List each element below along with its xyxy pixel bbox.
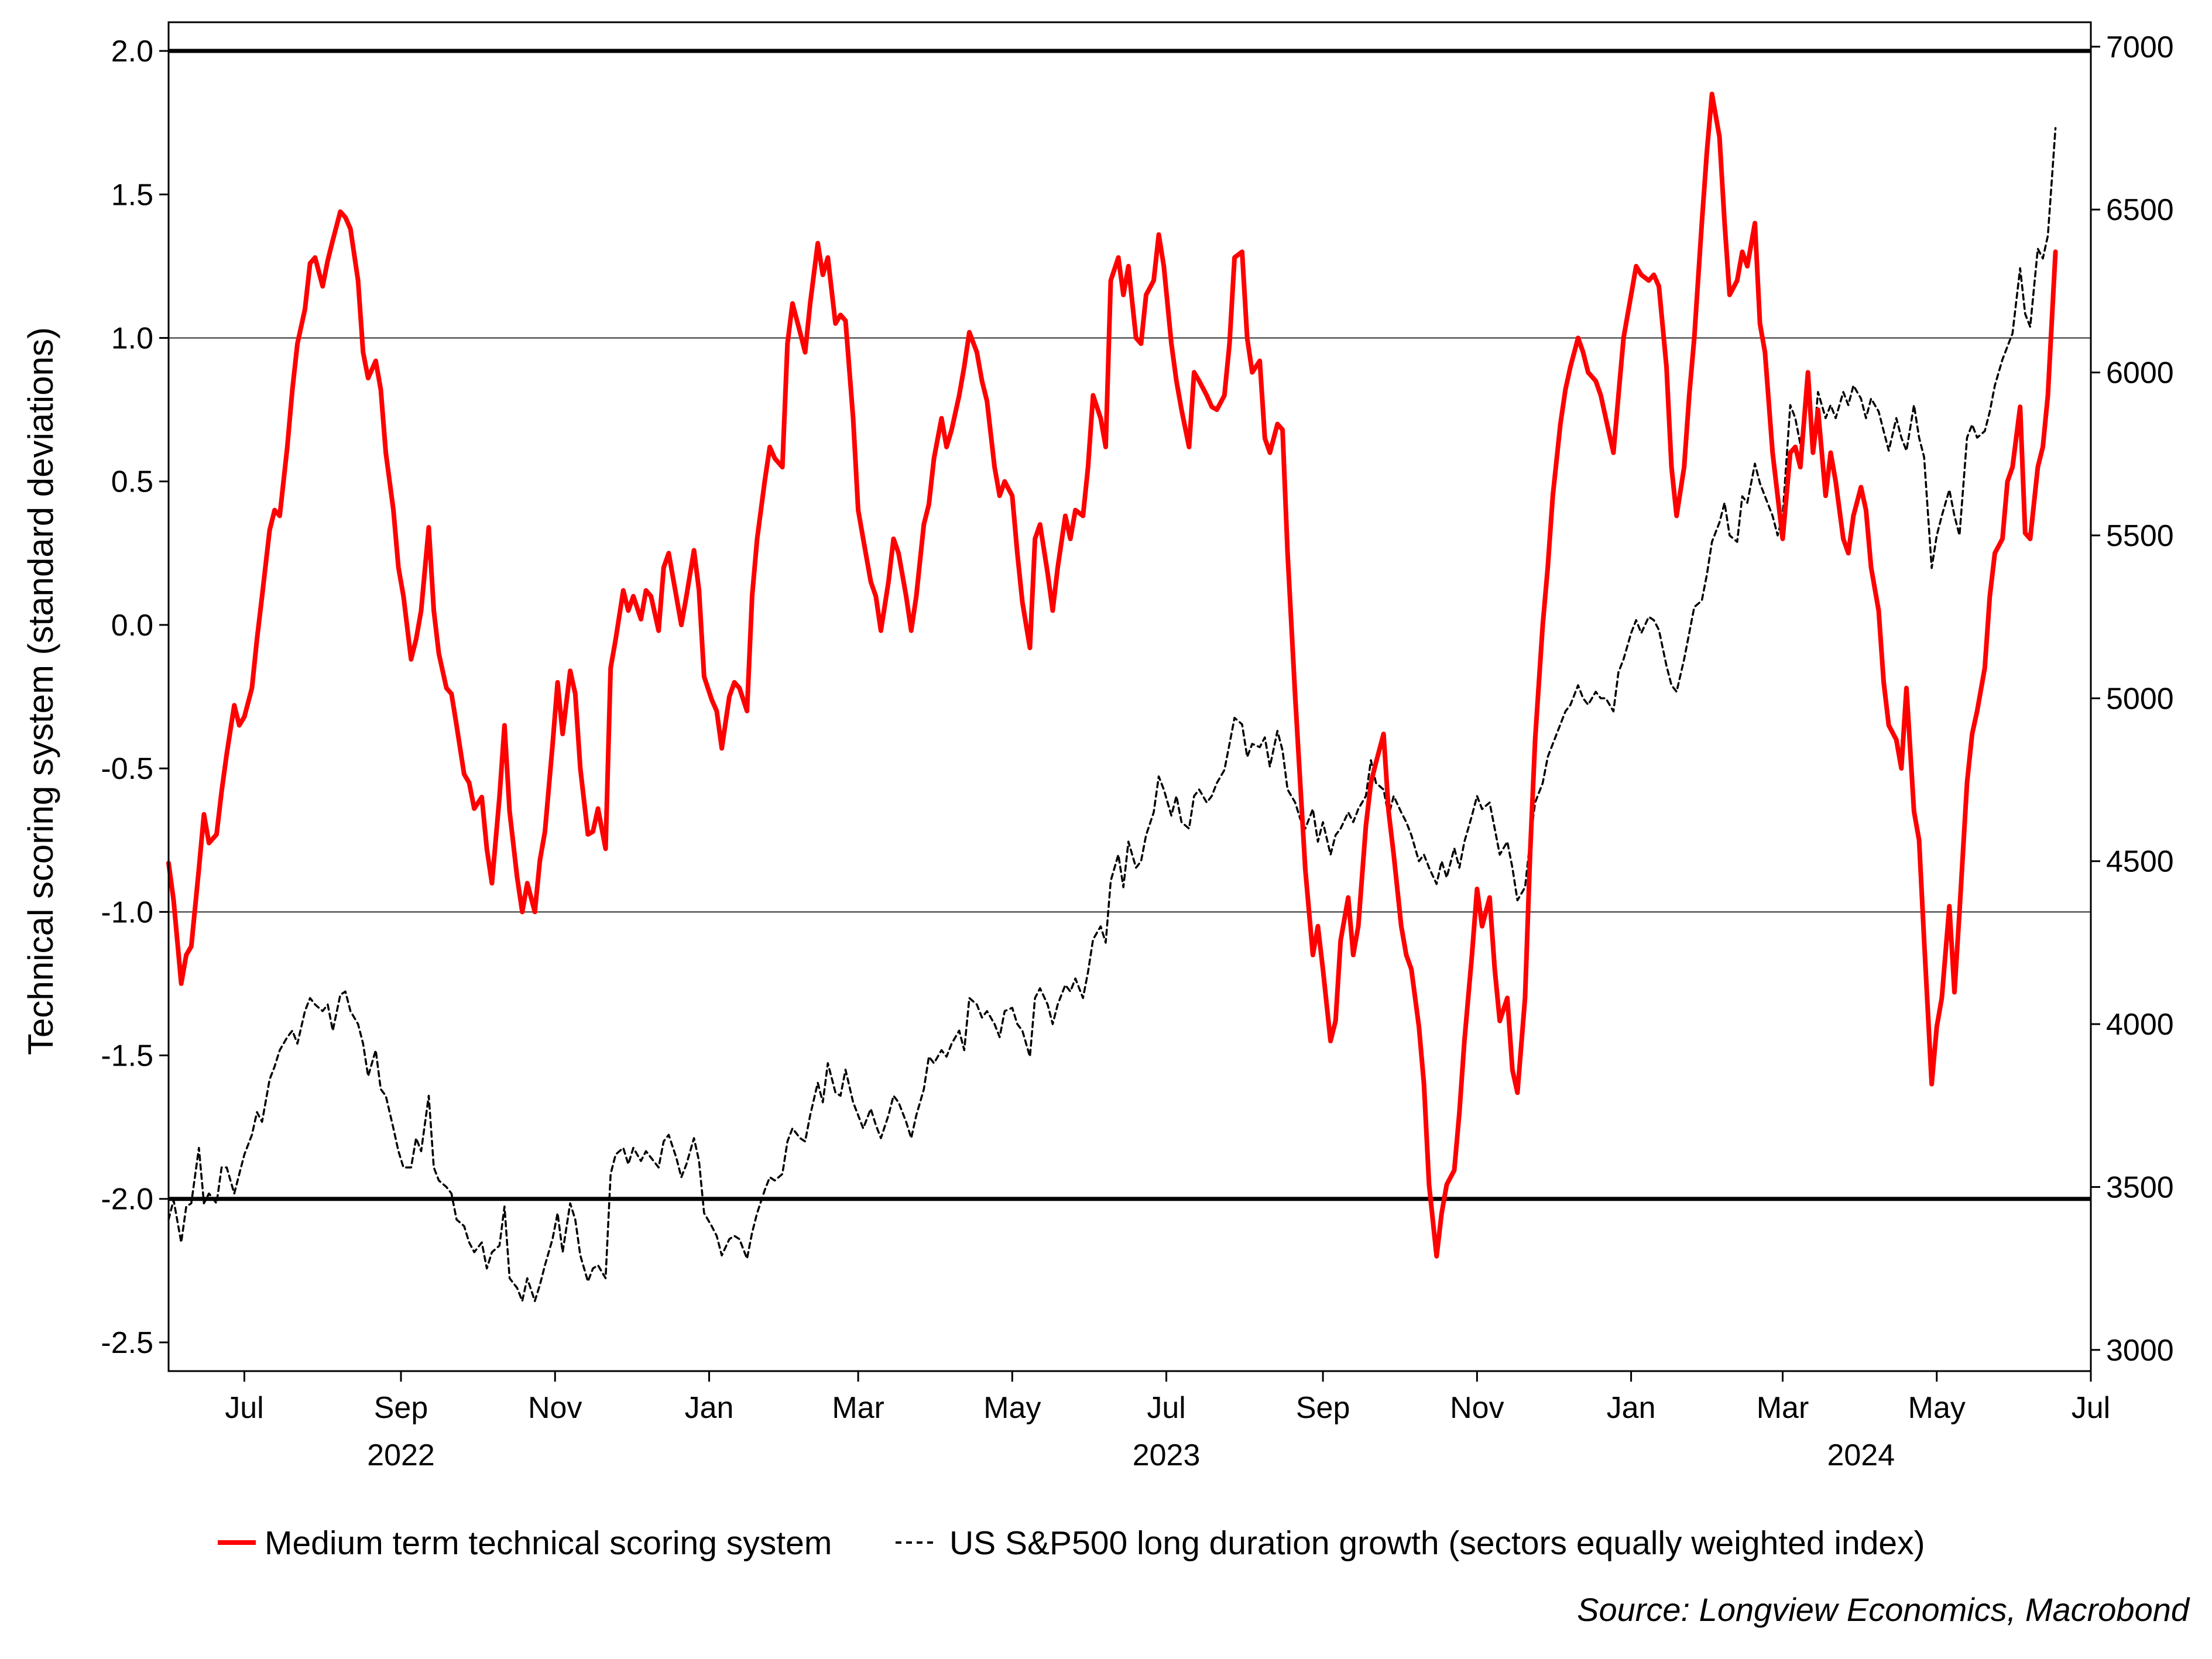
reference-lines <box>169 49 2091 1201</box>
right-tick-label: 7000 <box>2106 30 2174 64</box>
right-tick-label: 4000 <box>2106 1008 2174 1042</box>
left-axis-title: Technical scoring system (standard devia… <box>21 327 60 1055</box>
left-tick-label: -2.5 <box>101 1326 153 1360</box>
x-tick-label: May <box>1908 1391 1966 1425</box>
x-year-label: 2022 <box>367 1438 435 1472</box>
x-tick-label: May <box>983 1391 1041 1425</box>
plot-border <box>167 21 2092 1372</box>
x-axis-ticks: Jul Sep Nov Jan Mar May Jul Sep Nov Jan Mar May Jul 2… <box>225 1371 2110 1472</box>
x-tick-label: Jul <box>1147 1391 1185 1425</box>
x-tick-label: Jul <box>225 1391 263 1425</box>
plot-frame <box>167 21 2092 1372</box>
x-tick-label: Mar <box>832 1391 884 1425</box>
series-line-technical-scoring <box>166 91 2058 1259</box>
x-tick-label: Mar <box>1757 1391 1809 1425</box>
left-tick-label: 0.0 <box>111 609 153 643</box>
right-tick-label: 6000 <box>2106 356 2174 390</box>
series-line-sp500-growth <box>167 127 2057 1303</box>
legend-label-technical-scoring: Medium term technical scoring system <box>265 1524 832 1562</box>
x-tick-label: Sep <box>1296 1391 1350 1425</box>
left-tick-label: -2.0 <box>101 1183 153 1217</box>
left-tick-label: -0.5 <box>101 752 153 786</box>
right-tick-label: 3500 <box>2106 1170 2174 1204</box>
x-tick-label: Nov <box>528 1391 582 1425</box>
left-tick-label: 1.0 <box>111 321 153 355</box>
x-tick-label: Jan <box>1607 1391 1656 1425</box>
right-tick-label: 5000 <box>2106 682 2174 716</box>
left-tick-label: -1.5 <box>101 1039 153 1073</box>
right-tick-label: 5500 <box>2106 519 2174 553</box>
x-tick-label: Sep <box>374 1391 428 1425</box>
x-tick-label: Nov <box>1450 1391 1504 1425</box>
x-tick-label: Jul <box>2072 1391 2110 1425</box>
left-tick-label: -1.0 <box>101 895 153 929</box>
x-tick-label: Jan <box>685 1391 734 1425</box>
right-tick-label: 3000 <box>2106 1334 2174 1368</box>
series-layer <box>166 91 2058 1303</box>
legend: Medium term technical scoring system US … <box>218 1524 1925 1562</box>
left-axis-ticks: 2.0 1.5 1.0 0.5 0.0 -0.5 -1.0 -1.5 -2.0 -2.5 <box>101 35 169 1360</box>
right-tick-label: 6500 <box>2106 193 2174 227</box>
right-tick-label: 4500 <box>2106 845 2174 879</box>
x-year-label: 2024 <box>1827 1438 1895 1472</box>
left-tick-label: 2.0 <box>111 35 153 68</box>
legend-label-sp500-growth: US S&P500 long duration growth (sectors … <box>949 1524 1925 1562</box>
x-year-label: 2023 <box>1133 1438 1201 1472</box>
left-tick-label: 0.5 <box>111 465 153 499</box>
left-tick-label: 1.5 <box>111 178 153 212</box>
source-note: Source: Longview Economics, Macrobond <box>1577 1591 2190 1628</box>
right-axis-ticks: 7000 6500 6000 5500 5000 4500 4000 3500 3000 <box>2091 30 2174 1368</box>
